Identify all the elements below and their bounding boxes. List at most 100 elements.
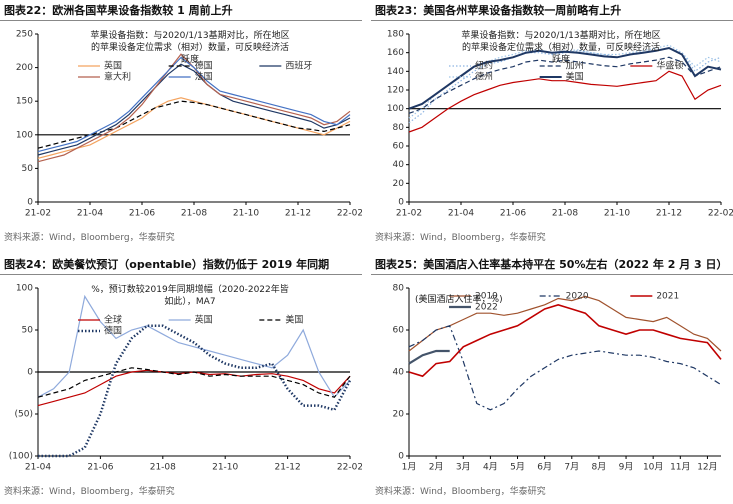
y-tick-label: 0: [27, 198, 33, 208]
y-tick-label: 50: [22, 326, 34, 336]
chart-title: 图表22：欧洲各国苹果设备指数较 1 周前上升: [4, 4, 233, 17]
chart-source: 资料来源：Wind，Bloomberg，华泰研究: [375, 233, 546, 243]
legend-label: 意大利: [104, 71, 131, 83]
x-tick-label: 11月: [670, 462, 690, 473]
series-line: [408, 303, 722, 378]
legend-label: 西班牙: [285, 60, 312, 72]
chart-subtitle: 苹果设备指数：与2020/1/13基期对比，所在地区的苹果设备定位需求（相对）数…: [461, 31, 661, 65]
chart-source: 资料来源：Wind，Bloomberg，华泰研究: [4, 233, 175, 243]
x-tick-label: 2月: [429, 462, 444, 473]
y-tick-label: 250: [16, 30, 33, 40]
legend-label: 2020: [566, 292, 589, 302]
series-line: [37, 63, 351, 156]
x-tick-label: 21-08: [181, 209, 207, 219]
y-tick-label: 180: [387, 30, 404, 40]
x-tick-label: 12月: [697, 462, 717, 473]
chart: 100 50 0 (50) (100)21-04 21-06 21-08 21-10 21-12…: [9, 284, 362, 473]
y-tick-label: 100: [387, 104, 404, 114]
chart-title: 图表25：美国酒店入住率基本持平在 50%左右（2022 年 2 月 3 日）: [375, 258, 728, 271]
y-tick-label: 80: [393, 284, 405, 294]
y-tick-label: 0: [398, 198, 404, 208]
title-rule: [0, 274, 362, 275]
y-tick-label: 0: [398, 452, 404, 462]
x-tick-label: 21-12: [285, 209, 311, 219]
y-tick-label: 160: [387, 48, 404, 58]
series-line: [408, 70, 722, 133]
legend-label: 英国: [104, 60, 122, 72]
legend-label: 德国: [195, 60, 213, 72]
chart-source: 资料来源：Wind，Bloomberg，华泰研究: [4, 487, 175, 497]
series-line: [38, 324, 352, 458]
series-line: [37, 294, 351, 399]
y-tick-label: 100: [16, 130, 33, 140]
y-tick-label: 0: [27, 368, 33, 378]
chart: 0 50 100 150 200 250 21-02 21-04 21-06 21-08 21-10…: [16, 30, 362, 219]
y-tick-label: 150: [16, 97, 33, 107]
legend-label: 华盛顿: [656, 60, 683, 72]
y-tick-label: 40: [393, 368, 405, 378]
x-tick-label: 22-02: [337, 463, 362, 473]
x-tick-label: 21-08: [150, 463, 176, 473]
chart-panel: 图表24：欧美餐饮预订（opentable）指数仍低于 2019 年同期 100 5…: [0, 254, 362, 504]
legend-label: 加州: [566, 61, 584, 72]
chart: 0 20 40 60 80 1月 2月 3月 4月 5月 6月 7月 8月 9月 10月 11月 12月 2019…: [393, 284, 722, 473]
x-tick-label: 21-04: [448, 209, 474, 219]
x-tick-label: 21-04: [25, 463, 51, 473]
chart-title: 图表24：欧美餐饮预订（opentable）指数仍低于 2019 年同期: [4, 258, 330, 271]
x-tick-label: 4月: [483, 462, 498, 473]
legend-label: 2021: [656, 292, 679, 302]
y-tick-label: 200: [16, 63, 33, 73]
legend-label: 德国: [104, 325, 122, 337]
y-tick-label: (50): [15, 410, 33, 420]
legend-label: 2022: [475, 303, 498, 313]
chart-panel: 图表23：美国各州苹果设备指数较一周前略有上升 0 20 40 60 80 100 120 14…: [371, 0, 733, 250]
y-tick-label: 20: [393, 179, 405, 189]
y-tick-label: 80: [393, 123, 405, 133]
x-tick-label: 9月: [619, 462, 634, 473]
series-line: [37, 367, 351, 398]
x-tick-label: 21-10: [604, 209, 630, 219]
chart-panel: 图表25：美国酒店入住率基本持平在 50%左右（2022 年 2 月 3 日） 0…: [371, 254, 733, 504]
x-tick-label: 5月: [510, 462, 525, 473]
series-line: [37, 97, 351, 159]
y-tick-label: 100: [16, 284, 33, 294]
title-rule: [371, 274, 733, 275]
chart-panel: 图表22：欧洲各国苹果设备指数较 1 周前上升 0 50 100 150 200 250 21…: [0, 0, 362, 250]
series-line: [408, 325, 722, 411]
chart: 0 20 40 60 80 100 120 140 160 180 21-02 21-04 21-06 2…: [387, 30, 733, 219]
x-tick-label: 7月: [564, 462, 579, 473]
legend-label: 法国: [195, 71, 213, 83]
title-rule: [0, 20, 362, 21]
title-rule: [371, 20, 733, 21]
x-tick-label: 21-02: [25, 209, 51, 219]
y-tick-label: 40: [393, 160, 405, 170]
x-tick-label: 22-02: [337, 209, 362, 219]
x-tick-label: 22-02: [708, 209, 733, 219]
y-tick-label: 20: [393, 410, 405, 420]
series-line: [37, 100, 351, 149]
legend-label: 德州: [475, 71, 493, 83]
chart-source: 资料来源：Wind，Bloomberg，华泰研究: [375, 487, 546, 497]
x-tick-label: 21-08: [552, 209, 578, 219]
legend-label: 全球: [104, 314, 122, 326]
x-tick-label: 21-06: [129, 209, 155, 219]
x-tick-label: 21-10: [233, 209, 259, 219]
chart-subtitle: 苹果设备指数：与2020/1/13基期对比，所在地区的苹果设备定位需求（相对）数…: [90, 31, 290, 65]
series-line: [37, 56, 351, 153]
series-line: [408, 56, 722, 114]
x-tick-label: 21-06: [87, 463, 113, 473]
x-tick-label: 1月: [402, 462, 417, 473]
chart-title: 图表23：美国各州苹果设备指数较一周前略有上升: [375, 4, 622, 17]
x-tick-label: 21-04: [77, 209, 103, 219]
x-tick-label: 10月: [643, 462, 663, 473]
y-tick-label: (100): [9, 452, 33, 462]
legend-label: 英国: [195, 314, 213, 326]
series-line: [37, 369, 351, 407]
x-tick-label: 21-02: [396, 209, 422, 219]
series-line: [408, 349, 450, 365]
x-tick-label: 21-06: [500, 209, 526, 219]
y-tick-label: 50: [22, 164, 34, 174]
x-tick-label: 21-12: [656, 209, 682, 219]
series-line: [408, 295, 722, 352]
